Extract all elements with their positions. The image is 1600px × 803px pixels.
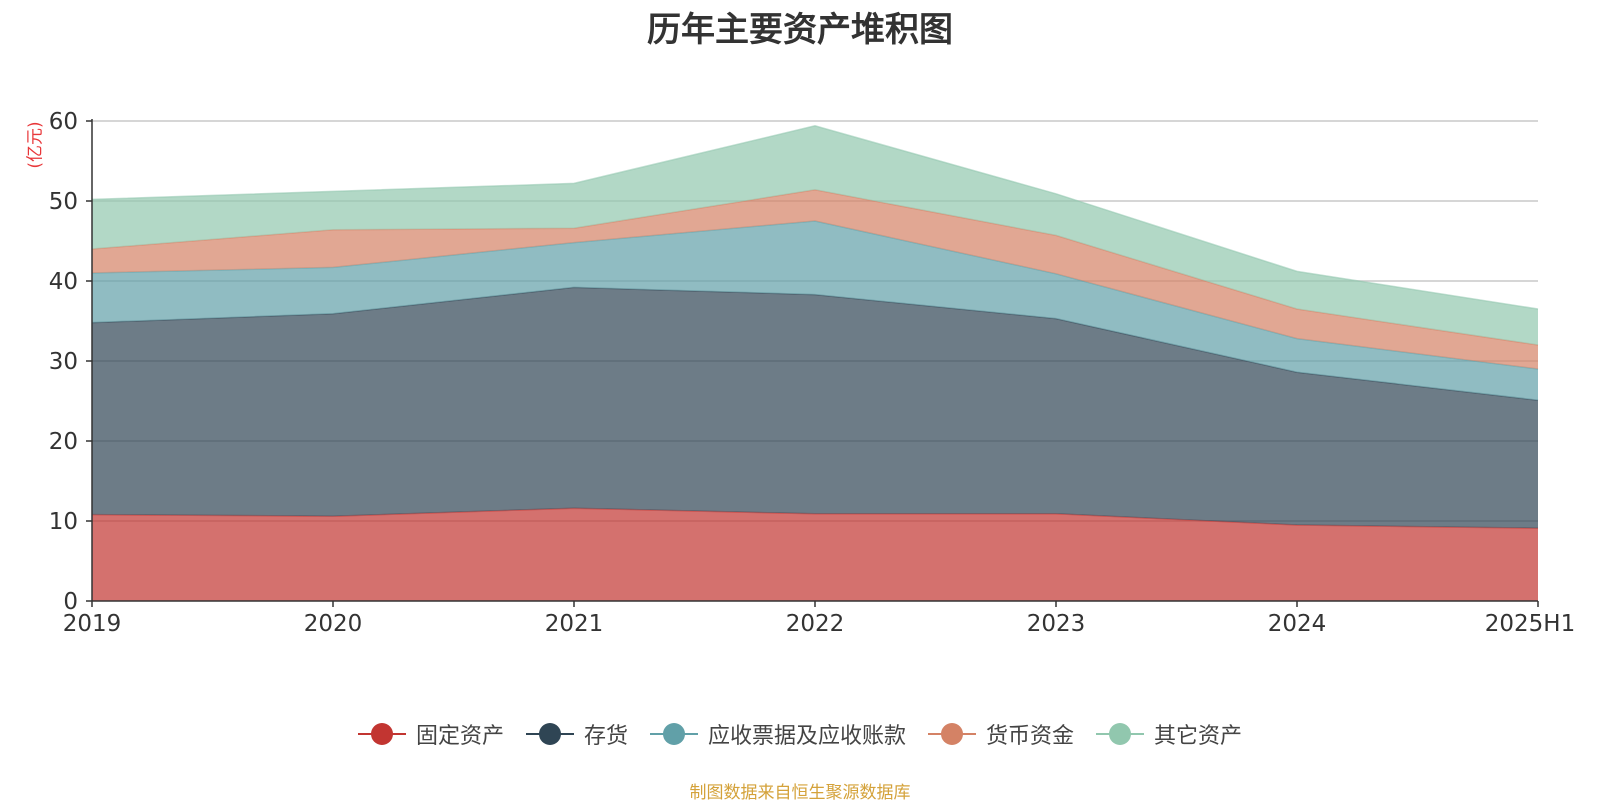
y-tick-label: 0 (63, 589, 78, 615)
stacked-area-chart: 0 10 20 30 40 50 60 2019 2020 2021 2022 2023 2024 202… (49, 109, 1576, 637)
x-tick-label: 2020 (304, 611, 363, 637)
legend-item-3[interactable]: 货币资金 (928, 718, 1074, 750)
legend-item-0[interactable]: 固定资产 (357, 718, 504, 750)
y-tick-label: 60 (49, 109, 78, 135)
y-tick-label: 50 (49, 189, 78, 215)
area-series-3[interactable] (92, 189, 1538, 369)
legend-label: 固定资产 (415, 724, 504, 749)
legend-item-1[interactable]: 存货 (525, 718, 628, 750)
legend-marker-icon (649, 722, 698, 746)
x-tick-label: 2024 (1268, 611, 1327, 637)
y-tick-label: 10 (49, 509, 78, 535)
legend-marker-icon (357, 722, 406, 746)
axes: 0 10 20 30 40 50 60 2019 2020 2021 2022 2023 2024 202… (49, 109, 1576, 637)
legend-item-2[interactable]: 应收票据及应收账款 (649, 718, 906, 750)
x-tick-label: 2022 (786, 611, 845, 637)
area-series-1[interactable] (92, 287, 1538, 529)
legend-label: 货币资金 (986, 724, 1075, 749)
y-tick-label: 30 (49, 349, 78, 375)
x-tick-label: 2023 (1027, 611, 1086, 637)
series-line-4 (91, 125, 1539, 310)
legend: 固定资产 存货 应收票据及应收账款 货币资金 其它资产 (0, 718, 1600, 750)
legend-marker-icon (1096, 722, 1145, 746)
legend-label: 存货 (583, 724, 628, 749)
x-tick-label: 2021 (545, 611, 604, 637)
y-tick-label: 20 (49, 429, 78, 455)
legend-label: 其它资产 (1154, 724, 1243, 749)
chart-title: 历年主要资产堆积图 (647, 10, 953, 50)
area-series-2[interactable] (92, 221, 1538, 401)
x-tick-label: 2019 (63, 611, 122, 637)
legend-label: 应收票据及应收账款 (707, 724, 906, 749)
legend-marker-icon (928, 722, 976, 746)
legend-item-4[interactable]: 其它资产 (1096, 718, 1242, 750)
area-series-4[interactable] (92, 125, 1538, 345)
y-tick-label: 40 (49, 269, 78, 295)
x-tick-label: 2025H1 (1485, 611, 1575, 637)
area-series-0[interactable] (92, 508, 1538, 601)
legend-marker-icon (525, 722, 574, 746)
area-series (91, 125, 1539, 601)
source-note: 制图数据来自恒生聚源数据库 (689, 783, 911, 803)
